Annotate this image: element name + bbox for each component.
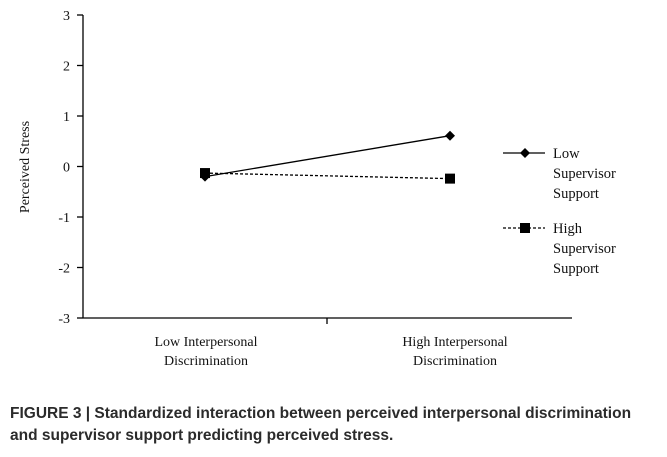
y-tick-label: 3: [63, 9, 70, 24]
y-tick-label: -3: [58, 312, 70, 327]
y-axis-label: Perceived Stress: [18, 121, 33, 213]
legend-label: Support: [553, 261, 599, 277]
y-tick-label: -2: [58, 262, 70, 277]
interaction-chart: 3 2 1 0 -1 -2 -3 Perceived Stress Low Interper…: [18, 9, 616, 369]
x-category-label: High Interpersonal: [402, 335, 507, 350]
square-marker: [200, 168, 210, 179]
x-category-label: Low Interpersonal: [154, 335, 257, 350]
figure-caption: FIGURE 3 | Standardized interaction betw…: [10, 405, 632, 444]
series-line: [204, 172, 451, 180]
y-tick-label: 1: [63, 110, 70, 125]
legend-label: Low: [553, 146, 580, 162]
legend-label: Supervisor: [553, 241, 616, 257]
x-category-label: Discrimination: [413, 354, 497, 369]
diamond-marker: [445, 130, 455, 141]
square-marker: [445, 173, 455, 184]
series-line: [204, 135, 451, 178]
x-category-label: Discrimination: [164, 354, 248, 369]
square-marker: [520, 223, 530, 233]
diamond-marker: [520, 148, 530, 158]
y-tick-label: -1: [58, 211, 70, 226]
y-tick-label: 0: [63, 161, 70, 176]
legend-label: Supervisor: [553, 166, 616, 182]
legend-label: Support: [553, 186, 599, 202]
y-tick-label: 2: [63, 60, 70, 75]
legend-label: High: [553, 221, 583, 237]
